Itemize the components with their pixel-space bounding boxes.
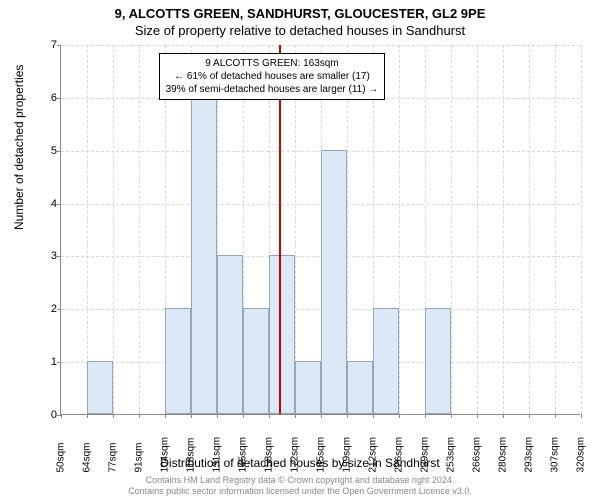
- grid-v: [139, 45, 140, 414]
- x-tick: [503, 414, 504, 418]
- x-tick: [295, 414, 296, 418]
- y-tick: [57, 309, 61, 310]
- footer: Contains HM Land Registry data © Crown c…: [0, 475, 600, 497]
- y-tick: [57, 362, 61, 363]
- y-tick: [57, 204, 61, 205]
- chart-plot-area: 0123456750sqm64sqm77sqm91sqm104sqm118sqm…: [60, 45, 580, 415]
- title-sub: Size of property relative to detached ho…: [0, 21, 600, 38]
- x-tick: [61, 414, 62, 418]
- y-tick-label: 7: [39, 39, 57, 51]
- histogram-bar: [321, 150, 347, 414]
- grid-v: [477, 45, 478, 414]
- x-tick: [269, 414, 270, 418]
- histogram-bar: [347, 361, 373, 414]
- x-tick: [165, 414, 166, 418]
- footer-line-2: Contains public sector information licen…: [0, 486, 600, 497]
- x-tick: [425, 414, 426, 418]
- x-tick: [581, 414, 582, 418]
- x-tick: [113, 414, 114, 418]
- marker-line: [279, 45, 281, 414]
- y-tick-label: 6: [39, 92, 57, 104]
- histogram-bar: [373, 308, 399, 414]
- chart-container: 9, ALCOTTS GREEN, SANDHURST, GLOUCESTER,…: [0, 0, 600, 500]
- grid-v: [555, 45, 556, 414]
- x-tick: [243, 414, 244, 418]
- x-tick: [555, 414, 556, 418]
- annotation-line-3: 39% of semi-detached houses are larger (…: [166, 83, 379, 96]
- grid-v: [399, 45, 400, 414]
- y-tick-label: 2: [39, 303, 57, 315]
- y-tick: [57, 151, 61, 152]
- histogram-bar: [295, 361, 321, 414]
- grid-v: [503, 45, 504, 414]
- footer-line-1: Contains HM Land Registry data © Crown c…: [0, 475, 600, 486]
- y-tick-label: 4: [39, 198, 57, 210]
- histogram-bar: [243, 308, 269, 414]
- grid-v: [113, 45, 114, 414]
- grid-v: [347, 45, 348, 414]
- x-axis-label: Distribution of detached houses by size …: [0, 456, 600, 470]
- annotation-box: 9 ALCOTTS GREEN: 163sqm ← 61% of detache…: [159, 53, 386, 100]
- x-tick: [191, 414, 192, 418]
- histogram-bar: [165, 308, 191, 414]
- histogram-bar: [217, 255, 243, 414]
- histogram-bar: [269, 255, 295, 414]
- x-tick: [477, 414, 478, 418]
- x-tick: [217, 414, 218, 418]
- histogram-bar: [425, 308, 451, 414]
- x-tick: [451, 414, 452, 418]
- grid-v: [87, 45, 88, 414]
- y-tick: [57, 256, 61, 257]
- x-tick: [347, 414, 348, 418]
- histogram-bar: [87, 361, 113, 414]
- y-tick-label: 0: [39, 409, 57, 421]
- title-main: 9, ALCOTTS GREEN, SANDHURST, GLOUCESTER,…: [0, 0, 600, 21]
- x-tick: [399, 414, 400, 418]
- grid-v: [529, 45, 530, 414]
- y-tick: [57, 98, 61, 99]
- y-tick-label: 1: [39, 356, 57, 368]
- y-axis-label: Number of detached properties: [12, 65, 26, 230]
- x-tick: [139, 414, 140, 418]
- y-tick: [57, 45, 61, 46]
- grid-v: [295, 45, 296, 414]
- grid-v: [451, 45, 452, 414]
- annotation-line-2: ← 61% of detached houses are smaller (17…: [166, 70, 379, 83]
- annotation-line-1: 9 ALCOTTS GREEN: 163sqm: [166, 57, 379, 70]
- grid-v: [581, 45, 582, 414]
- x-tick: [321, 414, 322, 418]
- y-tick-label: 3: [39, 250, 57, 262]
- histogram-bar: [191, 97, 217, 414]
- x-tick: [87, 414, 88, 418]
- x-tick: [529, 414, 530, 418]
- y-tick-label: 5: [39, 145, 57, 157]
- x-tick: [373, 414, 374, 418]
